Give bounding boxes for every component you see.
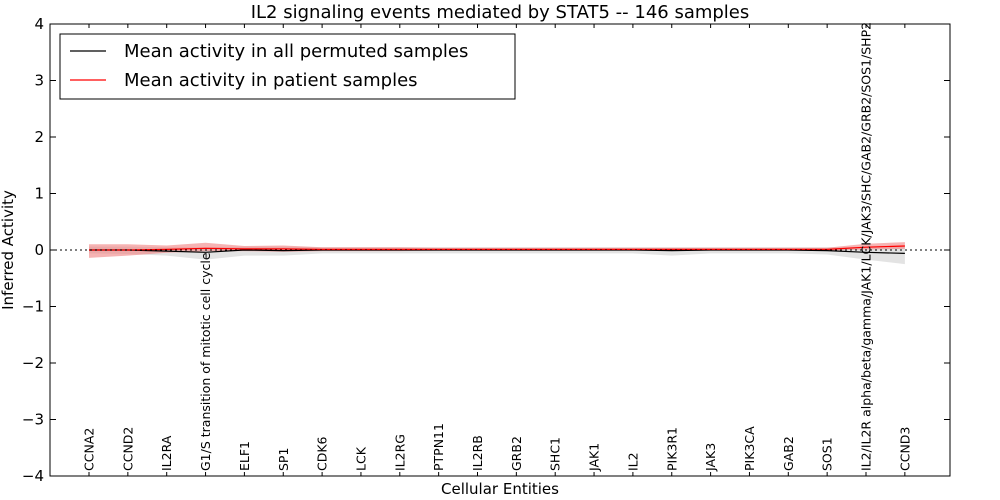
entity-label: G1/S transition of mitotic cell cycle: [198, 252, 213, 471]
entity-labels: CCNA2 CCND2 IL2RA G1/S transition of mitoti…: [82, 22, 912, 476]
y-tick-label: 1: [34, 185, 44, 203]
legend: Mean activity in all permuted samples Me…: [59, 33, 516, 100]
entity-label: PIK3R1: [664, 427, 679, 471]
entity-label: CCNA2: [82, 428, 97, 471]
entity-label: IL2/IL2R alpha/beta/gamma/JAK1/LCK/JAK3/…: [859, 22, 874, 471]
entity-label: CDK6: [315, 436, 330, 471]
legend-box: [59, 33, 516, 100]
entity-label: IL2RG: [392, 434, 407, 471]
legend-label-permuted: Mean activity in all permuted samples: [124, 41, 468, 62]
y-tick-label: −3: [22, 411, 44, 429]
x-axis-title: Cellular Entities: [441, 480, 559, 498]
entity-label: JAK3: [703, 443, 718, 472]
line-patient: [89, 245, 905, 251]
entity-label: CCND2: [120, 427, 135, 471]
y-tick-label: −4: [22, 467, 44, 485]
entity-label: PTPN11: [431, 423, 446, 471]
y-tick-label: −1: [22, 298, 44, 316]
y-axis-ticks: 4 3 2 1 0 −1 −2 −3 −4: [22, 15, 950, 485]
y-tick-label: 2: [34, 128, 44, 146]
y-tick-label: 3: [34, 72, 44, 90]
entity-label: JAK1: [587, 443, 602, 472]
entity-label: SHC1: [548, 437, 563, 471]
y-tick-label: −2: [22, 354, 44, 372]
chart-title: IL2 signaling events mediated by STAT5 -…: [251, 2, 750, 23]
entity-label: GAB2: [781, 436, 796, 471]
entity-label: SOS1: [820, 437, 835, 471]
entity-label: LCK: [353, 446, 368, 471]
y-tick-label: 4: [34, 15, 44, 33]
legend-label-patient: Mean activity in patient samples: [124, 70, 418, 91]
entity-label: PIK3CA: [742, 426, 757, 471]
entity-label: GRB2: [509, 436, 524, 471]
entity-label: CCND3: [897, 427, 912, 471]
entity-label: IL2RB: [470, 435, 485, 471]
y-tick-label: 0: [34, 241, 44, 259]
entity-label: SP1: [276, 448, 291, 471]
entity-label: IL2RA: [159, 435, 174, 471]
y-axis-title: Inferred Activity: [0, 190, 17, 310]
entity-label: ELF1: [237, 441, 252, 471]
entity-label: IL2: [625, 452, 640, 471]
